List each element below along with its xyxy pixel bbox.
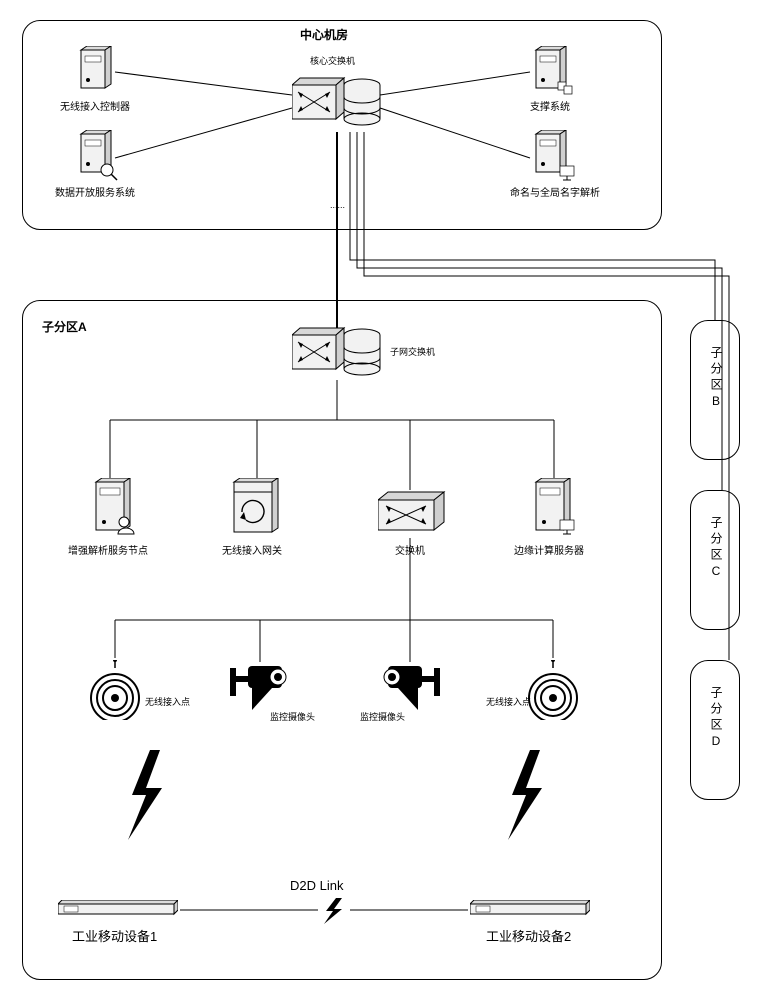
wireless-ap-right-icon bbox=[526, 660, 580, 725]
support-system-icon bbox=[530, 46, 576, 105]
core-switch-icon bbox=[292, 70, 382, 135]
camera-left-label: 监控摄像头 bbox=[270, 710, 315, 723]
subnet-switch-label: 子网交换机 bbox=[390, 345, 435, 358]
sub-zone-a-title: 子分区A bbox=[42, 318, 87, 335]
switch-icon bbox=[378, 490, 448, 543]
naming-global-resolve-label: 命名与全局名字解析 bbox=[510, 184, 600, 199]
central-room-title: 中心机房 bbox=[300, 26, 348, 43]
core-switch-label: 核心交换机 bbox=[310, 54, 355, 67]
data-open-service-icon bbox=[75, 130, 121, 189]
wireless-controller-label: 无线接入控制器 bbox=[60, 98, 130, 113]
enhanced-resolve-icon bbox=[90, 478, 140, 545]
wireless-ap-left-icon bbox=[88, 660, 142, 725]
sub-zone-d-label: 子分区D bbox=[708, 686, 725, 752]
wireless-ap-right-label: 无线接入点 bbox=[486, 695, 531, 708]
d2d-bolt-icon bbox=[322, 898, 346, 929]
sub-zone-b-label: 子分区B bbox=[708, 346, 725, 412]
wireless-gateway-label: 无线接入网关 bbox=[222, 542, 282, 557]
d2d-link-label: D2D Link bbox=[290, 878, 343, 893]
switch-label: 交换机 bbox=[395, 542, 425, 557]
mobile-device-2-icon bbox=[470, 900, 590, 925]
mobile-device-2-label: 工业移动设备2 bbox=[486, 926, 571, 945]
support-system-label: 支撑系统 bbox=[530, 98, 570, 113]
camera-right-label: 监控摄像头 bbox=[360, 710, 405, 723]
sub-zone-c-label: 子分区C bbox=[708, 516, 725, 582]
lightning-left-icon bbox=[120, 750, 170, 845]
edge-server-icon bbox=[530, 478, 580, 545]
mobile-device-1-label: 工业移动设备1 bbox=[72, 926, 157, 945]
naming-global-resolve-icon bbox=[530, 130, 580, 189]
wireless-gateway-icon bbox=[230, 478, 284, 545]
enhanced-resolve-label: 增强解析服务节点 bbox=[68, 542, 148, 557]
edge-server-label: 边缘计算服务器 bbox=[514, 542, 584, 557]
wireless-ap-left-label: 无线接入点 bbox=[145, 695, 190, 708]
subnet-switch-icon bbox=[292, 320, 382, 385]
mobile-device-1-icon bbox=[58, 900, 178, 925]
lightning-right-icon bbox=[500, 750, 550, 845]
ellipsis-label: ...... bbox=[330, 200, 345, 210]
wireless-controller-icon bbox=[75, 46, 115, 101]
data-open-service-label: 数据开放服务系统 bbox=[55, 184, 135, 199]
